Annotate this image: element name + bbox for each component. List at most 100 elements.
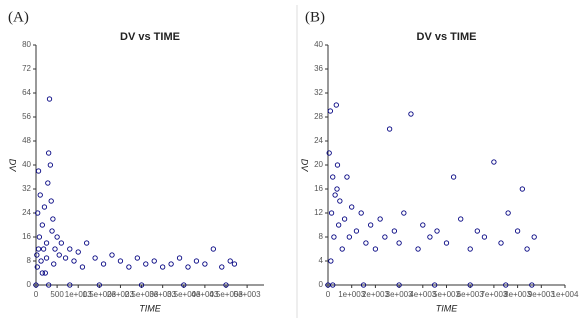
point bbox=[326, 150, 332, 156]
y-tick-label: 24 bbox=[22, 208, 31, 217]
x-axis-label: TIME bbox=[139, 303, 161, 313]
point bbox=[415, 246, 421, 252]
point bbox=[49, 228, 55, 234]
y-tick-label: 20 bbox=[314, 160, 323, 169]
point bbox=[382, 234, 388, 240]
point bbox=[227, 258, 233, 264]
y-tick-label: 40 bbox=[314, 40, 323, 49]
point bbox=[223, 282, 229, 288]
point bbox=[67, 282, 73, 288]
point bbox=[401, 210, 407, 216]
point bbox=[176, 255, 183, 261]
point bbox=[47, 162, 54, 168]
point bbox=[431, 282, 438, 288]
y-tick-label: 32 bbox=[314, 88, 323, 97]
x-tick-label: 2e+003 bbox=[362, 290, 389, 299]
x-tick-label: 0 bbox=[326, 290, 331, 299]
point bbox=[100, 261, 107, 267]
y-tick-label: 0 bbox=[27, 280, 32, 289]
point bbox=[491, 159, 497, 165]
point bbox=[219, 264, 225, 270]
point bbox=[38, 258, 44, 264]
point bbox=[193, 258, 200, 264]
point bbox=[531, 234, 537, 240]
x-tick-label: 6e+003 bbox=[457, 290, 484, 299]
y-tick-label: 32 bbox=[22, 184, 31, 193]
point bbox=[109, 252, 115, 258]
point bbox=[34, 264, 40, 270]
point bbox=[43, 240, 50, 246]
point bbox=[96, 282, 102, 288]
point bbox=[62, 255, 69, 261]
point bbox=[67, 246, 73, 252]
point bbox=[337, 198, 343, 204]
y-tick-label: 28 bbox=[314, 112, 323, 121]
point bbox=[71, 258, 77, 264]
y-tick-label: 12 bbox=[314, 208, 323, 217]
point bbox=[33, 282, 39, 288]
y-tick-label: 40 bbox=[22, 160, 31, 169]
x-tick-label: 4.5e+003 bbox=[209, 290, 243, 299]
chart-title: DV vs TIME bbox=[417, 31, 477, 43]
point bbox=[185, 264, 191, 270]
point bbox=[334, 162, 341, 168]
y-tick-label: 0 bbox=[319, 280, 324, 289]
y-tick-label: 16 bbox=[314, 184, 323, 193]
point bbox=[84, 240, 90, 246]
y-tick-label: 8 bbox=[319, 232, 324, 241]
point bbox=[41, 204, 48, 210]
y-tick-label: 8 bbox=[27, 256, 32, 265]
point bbox=[50, 216, 56, 222]
y-tick-label: 36 bbox=[314, 64, 323, 73]
point bbox=[46, 282, 52, 288]
point bbox=[75, 249, 81, 255]
point bbox=[51, 261, 57, 267]
point bbox=[519, 186, 525, 192]
x-axis-label: TIME bbox=[436, 303, 458, 313]
point bbox=[339, 246, 345, 252]
point bbox=[481, 234, 488, 240]
point bbox=[46, 96, 53, 102]
point bbox=[46, 150, 52, 156]
x-tick-label: 500 bbox=[50, 290, 64, 299]
point bbox=[117, 258, 124, 264]
point bbox=[126, 264, 132, 270]
point bbox=[498, 240, 504, 246]
point bbox=[138, 282, 145, 288]
panel-label: (B) bbox=[305, 9, 325, 25]
x-tick-label: 9e+003 bbox=[528, 290, 555, 299]
point bbox=[358, 210, 364, 216]
point bbox=[36, 234, 43, 240]
point bbox=[35, 246, 42, 252]
point bbox=[396, 282, 402, 288]
y-tick-label: 4 bbox=[319, 256, 324, 265]
y-tick-label: 80 bbox=[22, 40, 31, 49]
point bbox=[349, 204, 355, 210]
x-tick-label: 8e+003 bbox=[504, 290, 531, 299]
point bbox=[181, 282, 187, 288]
point bbox=[427, 234, 433, 240]
point bbox=[391, 228, 398, 234]
x-tick-label: 0 bbox=[34, 290, 39, 299]
point bbox=[327, 108, 334, 114]
point bbox=[54, 234, 60, 240]
point bbox=[333, 102, 339, 108]
x-tick-label: 5e+003 bbox=[433, 290, 460, 299]
panel-label: (A) bbox=[8, 9, 29, 25]
point bbox=[458, 216, 464, 222]
y-tick-label: 24 bbox=[314, 136, 323, 145]
x-tick-label: 1e+003 bbox=[65, 290, 92, 299]
point bbox=[420, 222, 426, 228]
point bbox=[202, 261, 208, 267]
point bbox=[336, 222, 342, 228]
point bbox=[368, 222, 374, 228]
point bbox=[45, 180, 51, 186]
x-tick-label: 3e+003 bbox=[386, 290, 413, 299]
point bbox=[341, 216, 348, 222]
point bbox=[58, 240, 64, 246]
x-tick-label: 1e+004 bbox=[552, 290, 579, 299]
point bbox=[450, 174, 457, 180]
y-axis-label: DV bbox=[8, 159, 18, 172]
point bbox=[408, 111, 414, 117]
